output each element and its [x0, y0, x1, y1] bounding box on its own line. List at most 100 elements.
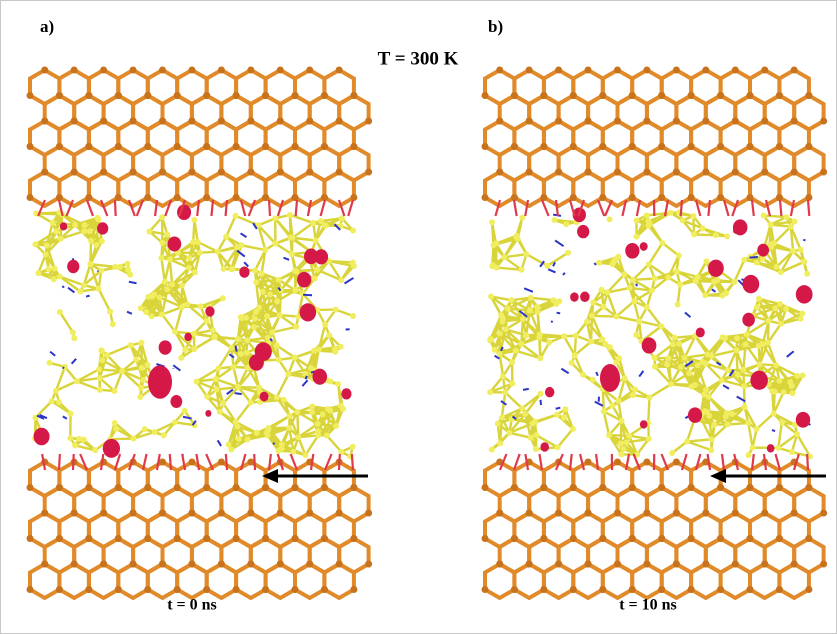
atom [311, 348, 317, 354]
atom [732, 561, 739, 568]
atom [333, 423, 339, 429]
atom [149, 313, 155, 319]
atom [188, 510, 195, 517]
bond [193, 220, 194, 242]
defect-density [239, 266, 249, 277]
atom [688, 92, 695, 99]
atom [757, 361, 763, 367]
atom [570, 426, 576, 432]
bond [609, 435, 629, 436]
atom [82, 222, 88, 228]
atom [97, 375, 103, 381]
atom [71, 67, 78, 74]
atom [668, 381, 674, 387]
atom [658, 323, 664, 329]
dangling-bond [772, 430, 775, 431]
atom [482, 194, 489, 201]
atom [293, 324, 299, 330]
atom [119, 368, 125, 374]
atom [71, 335, 77, 341]
atom [717, 586, 724, 593]
atom [614, 67, 621, 74]
atom [590, 377, 596, 383]
atom [312, 276, 318, 282]
atom [57, 273, 63, 279]
atom [365, 118, 372, 125]
atom [633, 217, 639, 223]
atom [41, 510, 48, 517]
atom [805, 484, 812, 491]
atom [191, 331, 197, 337]
atom [302, 452, 308, 458]
atom [496, 169, 503, 176]
atom [292, 194, 299, 201]
atom [747, 92, 754, 99]
atom [487, 389, 493, 395]
defect-density [341, 388, 351, 399]
atom [47, 360, 53, 366]
atom [709, 353, 715, 359]
atom [247, 67, 254, 74]
bond [768, 321, 769, 343]
atom [747, 535, 754, 542]
dangling-bond [594, 263, 596, 265]
atom [695, 362, 701, 368]
atom [262, 484, 269, 491]
atom [164, 231, 170, 237]
atom [652, 355, 658, 361]
atom [253, 279, 259, 285]
atom [629, 586, 636, 593]
atom [776, 378, 782, 384]
defect-density [260, 392, 269, 402]
atom [488, 293, 494, 299]
atom [192, 269, 198, 275]
atom [643, 169, 650, 176]
atom [256, 304, 262, 310]
atom [585, 67, 592, 74]
atom [610, 260, 616, 266]
atom [658, 143, 665, 150]
atom [644, 212, 650, 218]
atom [673, 118, 680, 125]
interface-bond [681, 200, 682, 216]
atom [235, 336, 241, 342]
atom [350, 444, 356, 450]
atom [747, 143, 754, 150]
atom [673, 510, 680, 517]
atom [634, 234, 640, 240]
atom [496, 67, 503, 74]
atom [689, 384, 695, 390]
frame [1, 1, 837, 634]
defect-density [168, 236, 182, 251]
atom [754, 426, 760, 432]
atom [805, 143, 812, 150]
atom [618, 440, 624, 446]
atom [614, 118, 621, 125]
atom [336, 169, 343, 176]
atom [523, 251, 529, 257]
atom [292, 92, 299, 99]
bond [492, 222, 494, 245]
atom [805, 586, 812, 593]
atom [262, 92, 269, 99]
atom [783, 214, 789, 220]
atom [629, 143, 636, 150]
atom [332, 349, 338, 355]
atom [218, 561, 225, 568]
atom [159, 118, 166, 125]
atom [664, 361, 670, 367]
atom [501, 254, 507, 260]
interface-bond [352, 454, 353, 470]
atom [112, 264, 118, 270]
atom [688, 484, 695, 491]
atom [556, 298, 562, 304]
atom [336, 561, 343, 568]
dangling-bond [523, 389, 529, 390]
atom [58, 236, 64, 242]
atom [618, 451, 624, 457]
atom [614, 510, 621, 517]
atom [732, 510, 739, 517]
atom [350, 92, 357, 99]
atom [87, 228, 93, 234]
dangling-bond [236, 346, 237, 352]
